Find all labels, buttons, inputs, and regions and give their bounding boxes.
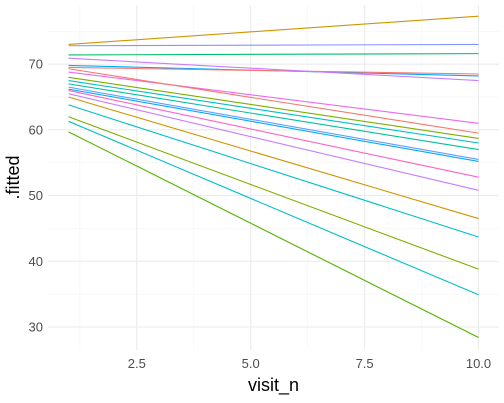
y-tick-label: 60	[29, 122, 43, 137]
y-tick-label: 50	[29, 188, 43, 203]
series-line-13	[68, 88, 479, 162]
x-tick-label: 2.5	[128, 356, 146, 371]
minor-gridlines	[48, 5, 499, 350]
series-line-16	[68, 96, 479, 220]
series-line-14	[68, 89, 479, 178]
y-tick-label: 30	[29, 320, 43, 335]
series-line-15	[68, 93, 479, 191]
series-line-11	[68, 83, 479, 151]
series-line-12	[68, 86, 479, 160]
series-line-19	[68, 120, 479, 296]
series-line-8	[68, 68, 479, 134]
x-tick-label: 7.5	[356, 356, 374, 371]
series-line-18	[68, 116, 479, 270]
series-line-7	[68, 71, 479, 124]
series-line-3	[68, 53, 479, 56]
x-tick-label: 10.0	[466, 356, 491, 371]
series-line-20	[68, 131, 479, 339]
major-gridlines	[48, 5, 499, 350]
x-axis-tick-labels: 2.5 5.0 7.5 10.0	[128, 356, 491, 371]
series-line-5	[68, 66, 479, 75]
x-tick-label: 5.0	[242, 356, 260, 371]
series-line-17	[68, 104, 479, 238]
plot-panel	[48, 5, 499, 350]
series-line-1	[68, 15, 479, 45]
series-lines	[68, 15, 479, 339]
series-line-6	[68, 57, 479, 82]
series-line-2	[68, 43, 479, 47]
series-line-10	[68, 80, 479, 144]
series-line-9	[68, 76, 479, 139]
y-axis-tick-labels: 30 40 50 60 70	[29, 57, 43, 335]
y-tick-label: 70	[29, 57, 43, 72]
y-tick-label: 40	[29, 254, 43, 269]
y-axis-title: .fitted	[3, 155, 23, 199]
x-axis-title: visit_n	[248, 375, 299, 396]
